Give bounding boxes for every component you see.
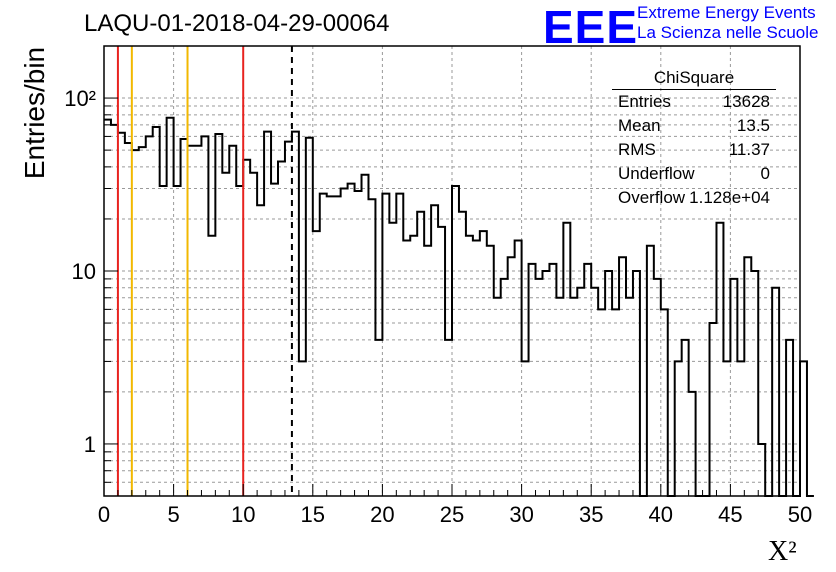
stats-value: 0 xyxy=(760,164,770,183)
y-tick-label: 10 xyxy=(72,259,96,284)
x-tick-label: 45 xyxy=(718,502,742,527)
stats-value: 13628 xyxy=(722,92,770,111)
stats-key: Overflow xyxy=(618,188,686,207)
stats-value: 1.128e+04 xyxy=(689,188,770,207)
stats-row-overflow: Overflow 1.128e+04 xyxy=(612,186,776,210)
tick-labels: 0 5 10 15 20 25 30 35 40 45 50 1 10 10² xyxy=(64,86,812,527)
y-tick-label: 1 xyxy=(84,432,96,457)
logo-line-2: La Scienza nelle Scuole xyxy=(637,23,819,42)
eee-logo: EEE xyxy=(543,1,639,53)
stats-box: ChiSquare Entries 13628 Mean 13.5 RMS 11… xyxy=(612,67,776,210)
logo-line-1: Extreme Energy Events xyxy=(637,3,816,22)
x-tick-label: 10 xyxy=(231,502,255,527)
x-tick-label: 40 xyxy=(649,502,673,527)
x-tick-label: 25 xyxy=(440,502,464,527)
stats-row-mean: Mean 13.5 xyxy=(612,114,776,138)
histogram-outline xyxy=(104,116,814,497)
vertical-reference-lines xyxy=(116,46,293,496)
x-tick-label: 35 xyxy=(579,502,603,527)
x-tick-label: 5 xyxy=(167,502,179,527)
stats-row-entries: Entries 13628 xyxy=(612,90,776,114)
stats-key: Underflow xyxy=(618,164,695,183)
axis-ticks xyxy=(103,45,801,497)
stats-key: Entries xyxy=(618,92,671,111)
stats-title: ChiSquare xyxy=(612,67,776,90)
x-tick-label: 30 xyxy=(509,502,533,527)
chart-title: LAQU-01-2018-04-29-00064 xyxy=(84,10,390,37)
x-axis-label: X² xyxy=(768,536,797,567)
x-tick-label: 20 xyxy=(370,502,394,527)
stats-value: 11.37 xyxy=(728,140,770,159)
stats-key: Mean xyxy=(618,116,661,135)
x-tick-label: 50 xyxy=(788,502,812,527)
x-tick-label: 0 xyxy=(98,502,110,527)
stats-key: RMS xyxy=(618,140,656,159)
y-tick-label: 10² xyxy=(64,86,96,111)
stats-value: 13.5 xyxy=(736,116,770,135)
y-axis-label: Entries/bin xyxy=(19,46,50,180)
stats-row-underflow: Underflow 0 xyxy=(612,162,776,186)
x-tick-label: 15 xyxy=(301,502,325,527)
stats-row-rms: RMS 11.37 xyxy=(612,138,776,162)
